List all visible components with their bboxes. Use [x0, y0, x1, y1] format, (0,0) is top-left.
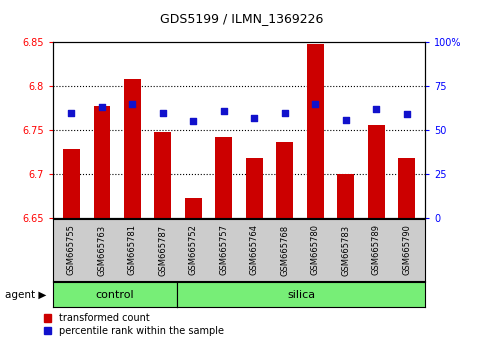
Point: [159, 110, 167, 115]
Text: GSM665755: GSM665755: [67, 224, 76, 275]
Bar: [185, 199, 202, 218]
Point: [128, 101, 136, 107]
Point: [251, 115, 258, 121]
Bar: [155, 132, 171, 218]
Bar: [246, 158, 263, 218]
Text: control: control: [96, 290, 134, 299]
Text: GSM665780: GSM665780: [311, 224, 320, 275]
Point: [342, 117, 350, 122]
Bar: [368, 125, 384, 218]
Text: GSM665790: GSM665790: [402, 224, 411, 275]
Text: GSM665789: GSM665789: [372, 224, 381, 275]
Bar: [94, 105, 110, 218]
Point: [98, 104, 106, 110]
Point: [372, 106, 380, 112]
Text: silica: silica: [287, 290, 315, 299]
Legend: transformed count, percentile rank within the sample: transformed count, percentile rank withi…: [43, 313, 224, 336]
Text: GDS5199 / ILMN_1369226: GDS5199 / ILMN_1369226: [160, 12, 323, 25]
Bar: [215, 137, 232, 218]
Text: GSM665764: GSM665764: [250, 224, 259, 275]
Point: [220, 108, 227, 114]
Text: GSM665763: GSM665763: [98, 224, 106, 275]
Text: GSM665787: GSM665787: [158, 224, 168, 275]
Text: GSM665752: GSM665752: [189, 224, 198, 275]
Text: GSM665783: GSM665783: [341, 224, 350, 275]
Point: [189, 119, 197, 124]
Bar: [276, 142, 293, 218]
Bar: [124, 79, 141, 218]
Text: agent ▶: agent ▶: [5, 290, 46, 299]
Point: [68, 110, 75, 115]
Point: [312, 101, 319, 107]
Bar: [63, 149, 80, 218]
Bar: [338, 174, 354, 218]
Point: [281, 110, 289, 115]
Text: GSM665768: GSM665768: [280, 224, 289, 275]
Point: [403, 112, 411, 117]
Bar: [398, 158, 415, 218]
Bar: [307, 44, 324, 218]
Text: GSM665781: GSM665781: [128, 224, 137, 275]
Text: GSM665757: GSM665757: [219, 224, 228, 275]
